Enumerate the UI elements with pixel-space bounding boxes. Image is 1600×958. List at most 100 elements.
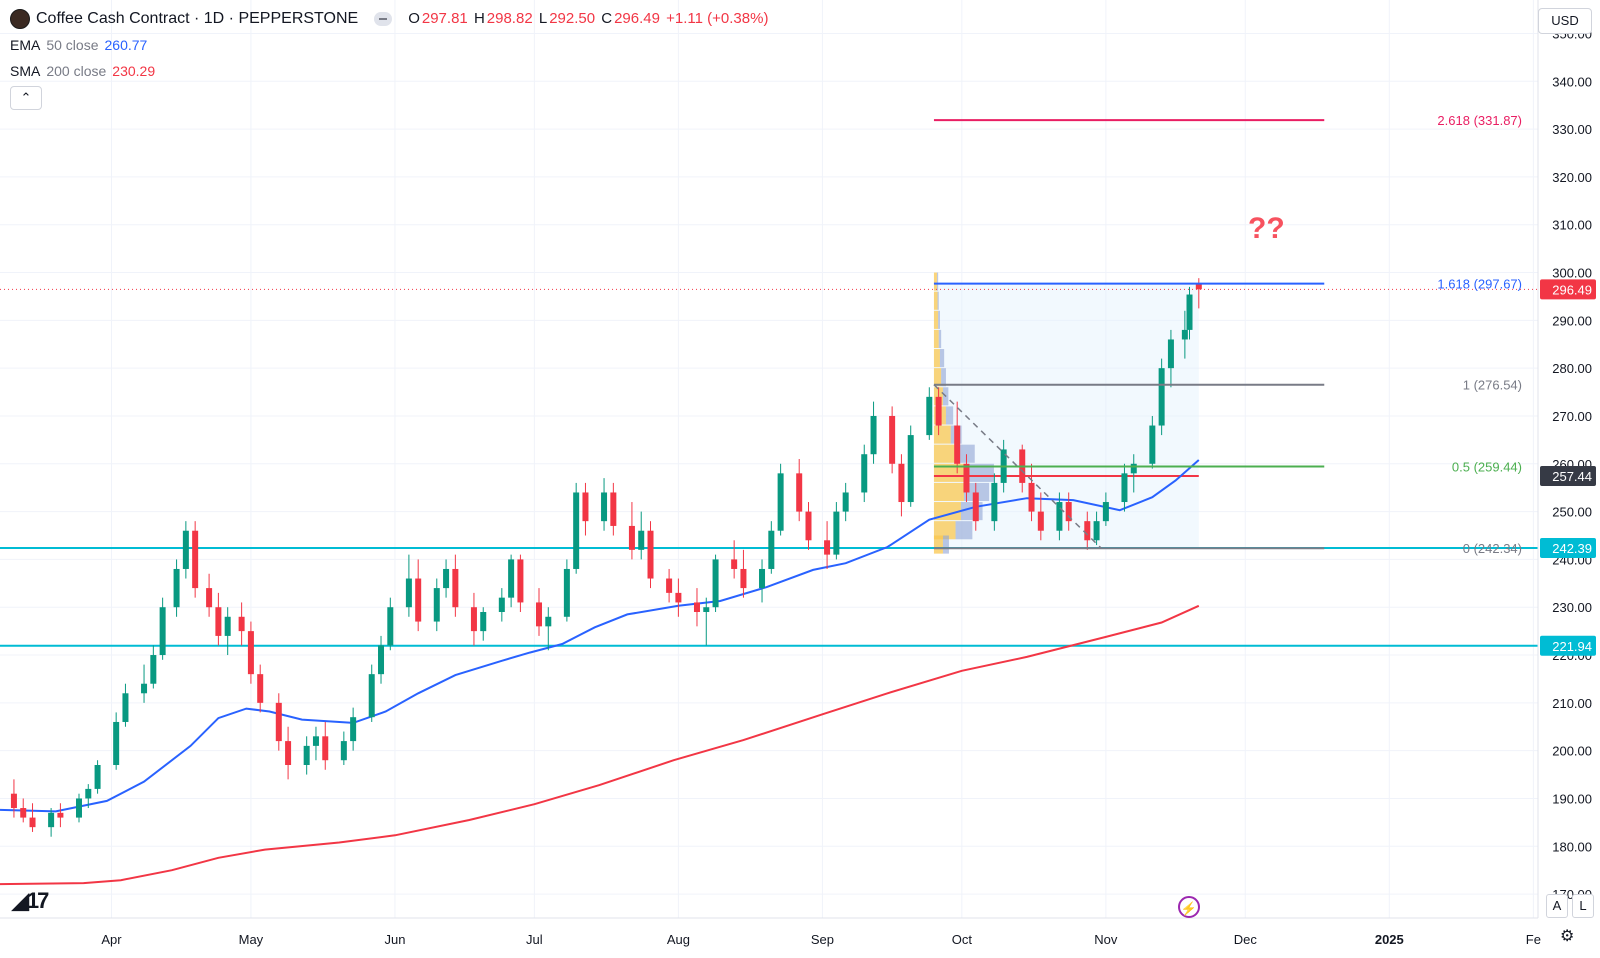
fib-label-0.5: 0.5 (259.44) — [1452, 459, 1522, 474]
candle-body — [10, 793, 17, 809]
candle-body — [1158, 368, 1165, 426]
candle-body — [303, 745, 310, 765]
visibility-eye-icon[interactable] — [374, 12, 393, 26]
profile-bin-up — [933, 329, 939, 349]
candle-body — [972, 492, 979, 522]
candle-body — [768, 530, 775, 569]
change-value: +1.11 (+0.38%) — [666, 10, 769, 27]
ema-params: 50 close — [46, 37, 99, 53]
time-tick-label: Apr — [101, 932, 122, 947]
candle-body — [703, 607, 710, 612]
profile-bin-down — [938, 329, 942, 349]
candle-body — [517, 559, 524, 603]
sma-value: 230.29 — [112, 63, 156, 79]
candle-body — [57, 812, 64, 818]
time-tick-label: Aug — [667, 932, 690, 947]
price-tick-label: 180.00 — [1552, 839, 1592, 854]
profile-bin-down — [955, 521, 973, 540]
annotation-question-marks[interactable]: ?? — [1248, 212, 1285, 245]
candle-body — [113, 721, 120, 765]
candle-body — [1028, 482, 1035, 512]
open-value: 297.81 — [421, 10, 468, 27]
symbol-title[interactable]: Coffee Cash Contract · 1D · PEPPERSTONE — [36, 10, 359, 27]
profile-bin-up — [933, 310, 939, 329]
candle-body — [842, 492, 849, 512]
profile-bin-up — [933, 349, 940, 368]
coffee-logo-icon — [10, 9, 30, 29]
price-badge — [1540, 279, 1596, 300]
candle-body — [498, 597, 505, 612]
chevron-up-icon: ⌃ — [20, 90, 32, 105]
price-badge — [1540, 537, 1596, 558]
time-tick-label: Oct — [952, 932, 973, 947]
profile-bin-down — [941, 368, 946, 387]
candle-body — [20, 808, 27, 818]
ema-name: EMA — [10, 37, 41, 53]
settings-gear-icon[interactable]: ⚙ — [1560, 928, 1575, 945]
candle-body — [1186, 294, 1193, 330]
candle-body — [94, 765, 101, 789]
candle-body — [824, 540, 831, 555]
ema-legend[interactable]: EMA 50 close 260.77 — [10, 32, 770, 58]
candle-body — [712, 559, 719, 608]
auto-scale-button[interactable]: A — [1546, 894, 1568, 918]
open-label: O — [408, 10, 420, 27]
time-tick-label: Fe — [1526, 932, 1541, 947]
candle-body — [480, 612, 487, 632]
lightning-icon[interactable]: ⚡ — [1178, 896, 1200, 918]
candle-body — [508, 559, 515, 598]
price-tick-label: 300.00 — [1552, 266, 1592, 281]
profile-bin-down — [956, 444, 975, 463]
candle-body — [141, 683, 148, 694]
fib-trend-line — [933, 384, 1102, 549]
price-axis[interactable]: 350.00340.00330.00320.00310.00300.00290.… — [1537, 0, 1600, 958]
ema-50-line — [0, 459, 1200, 813]
sma-200-line-group — [0, 604, 1200, 886]
fib-label-1: 1 (276.54) — [1463, 378, 1522, 393]
time-tick-label: May — [239, 932, 264, 947]
time-tick-label: Nov — [1094, 932, 1118, 947]
candle-body — [1065, 502, 1072, 522]
price-badge-label: 257.44 — [1552, 469, 1592, 484]
profile-bin-down — [963, 482, 990, 502]
candle-body — [150, 655, 157, 684]
time-tick-label: Jun — [384, 932, 405, 947]
profile-bin-up — [933, 368, 942, 387]
candle-body — [963, 463, 970, 493]
candle-body — [926, 396, 933, 436]
time-axis[interactable]: Apr May Jun Jul Aug Sep Oct Nov Dec 2025 Fe — [0, 917, 1541, 947]
candle-body — [889, 415, 896, 464]
profile-bin-down — [966, 463, 994, 482]
tradingview-logo-icon[interactable]: ◢17 — [12, 888, 49, 913]
candle-body — [433, 588, 440, 622]
sma-legend[interactable]: SMA 200 close 230.29 — [10, 58, 770, 84]
ohlc-values: O 297.81 H 298.82 L 292.50 C 296.49 +1.11 (+… — [408, 6, 770, 32]
candle-body — [224, 616, 231, 636]
price-tick-label: 320.00 — [1552, 170, 1592, 185]
time-tick-label: Dec — [1234, 932, 1258, 947]
candle-body — [1130, 463, 1137, 474]
ema-value: 260.77 — [104, 37, 148, 53]
close-value: 296.49 — [614, 10, 660, 27]
candle-body — [777, 473, 784, 531]
candle-body — [740, 568, 747, 589]
candle-body — [350, 717, 357, 742]
candle-body — [312, 736, 319, 746]
log-scale-button[interactable]: L — [1572, 894, 1594, 918]
price-badge — [1540, 466, 1596, 487]
fib-label-2.618: 2.618 (331.87) — [1437, 113, 1522, 128]
candle-body — [610, 492, 617, 526]
candle-body — [238, 616, 245, 632]
candle-body — [415, 578, 422, 622]
price-tick-label: 280.00 — [1552, 361, 1592, 376]
profile-bin-up — [933, 444, 957, 463]
candle-body — [368, 674, 375, 718]
price-tick-label: 330.00 — [1552, 122, 1592, 137]
fibonacci-extension[interactable]: 2.618 (331.87) 1.618 (297.67) 1 (276.54) 0.… — [933, 113, 1522, 556]
currency-button[interactable]: USD — [1538, 8, 1592, 34]
candle-body — [870, 415, 877, 455]
collapse-legend-button[interactable]: ⌃ — [10, 86, 42, 110]
fib-label-1.618: 1.618 (297.67) — [1437, 277, 1522, 292]
candle-body — [48, 812, 55, 828]
